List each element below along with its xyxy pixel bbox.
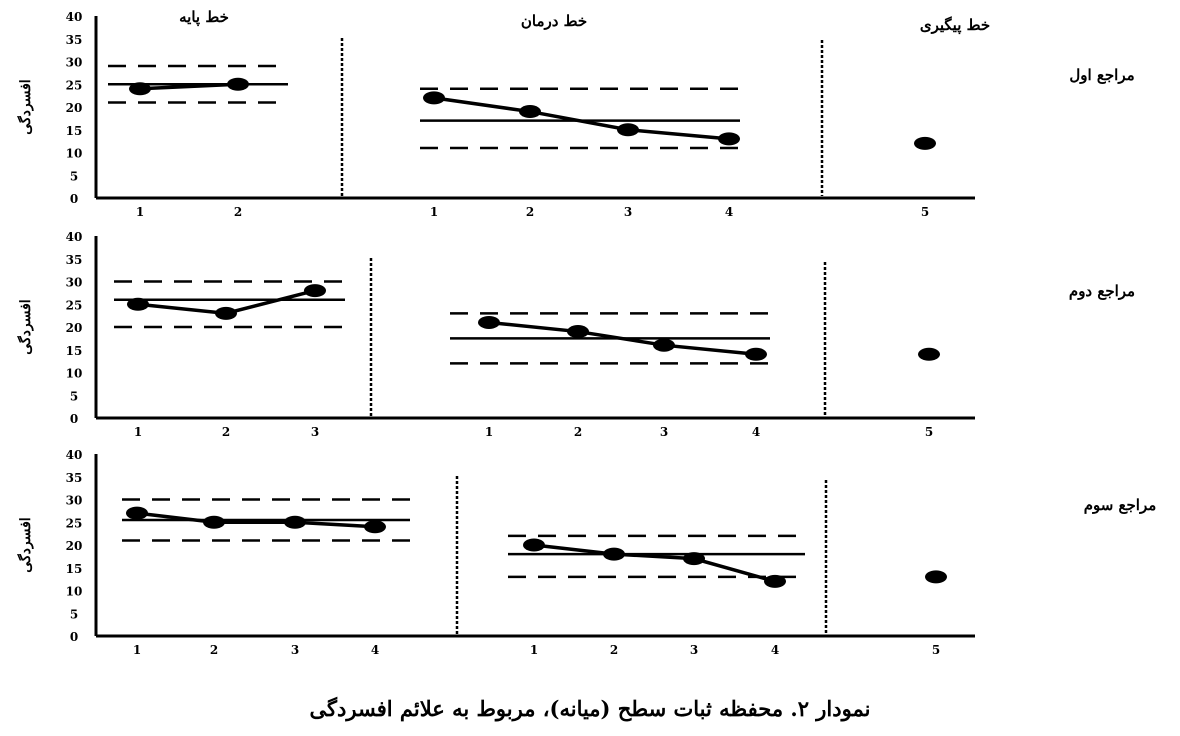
y-tick-label: 20	[66, 539, 83, 553]
y-tick-label: 0	[70, 192, 78, 206]
y-tick-label: 40	[66, 10, 83, 24]
x-tick-label: 4	[771, 643, 779, 657]
x-tick-label: 1	[134, 425, 142, 439]
series-line	[136, 511, 376, 529]
series-line	[433, 96, 730, 141]
y-tick-label: 5	[70, 389, 78, 403]
data-point	[653, 338, 675, 352]
data-point	[284, 515, 306, 529]
y-axis-label: افسردگی	[17, 517, 34, 572]
y-tick-label: 10	[66, 147, 83, 161]
y-tick-label: 25	[66, 298, 83, 312]
data-point	[603, 547, 625, 561]
figure-caption: نمودار ۲. محفظه ثبات سطح (میانه)، مربوط …	[309, 696, 871, 721]
y-tick-label: 5	[70, 607, 78, 621]
x-tick-label: 1	[133, 643, 141, 657]
y-tick-label: 10	[66, 585, 83, 599]
x-tick-label: 4	[371, 643, 379, 657]
y-tick-label: 35	[66, 253, 83, 267]
y-tick-label: 10	[66, 367, 83, 381]
y-tick-label: 0	[70, 412, 78, 426]
data-point	[764, 574, 786, 588]
data-point	[304, 284, 326, 298]
x-tick-label: 4	[725, 205, 733, 219]
client-label: مراجع دوم	[1069, 282, 1135, 300]
x-tick-label: 2	[222, 425, 230, 439]
data-point	[423, 91, 445, 105]
y-tick-label: 20	[66, 101, 83, 115]
x-tick-label: 2	[210, 643, 218, 657]
x-tick-label: 4	[752, 425, 760, 439]
data-point	[617, 123, 639, 137]
phase-label: خط پیگیری	[920, 16, 990, 35]
y-tick-label: 15	[66, 562, 83, 576]
y-tick-label: 25	[66, 516, 83, 530]
x-tick-label: 2	[526, 205, 534, 219]
series-line	[139, 82, 239, 91]
data-point	[914, 136, 936, 150]
x-tick-label: 5	[921, 205, 929, 219]
y-tick-label: 20	[66, 321, 83, 335]
data-point	[129, 82, 151, 96]
y-tick-label: 5	[70, 169, 78, 183]
data-point	[227, 77, 249, 91]
x-tick-label: 2	[574, 425, 582, 439]
data-point	[203, 515, 225, 529]
data-point	[918, 347, 940, 361]
x-tick-label: 3	[624, 205, 632, 219]
x-tick-label: 3	[690, 643, 698, 657]
x-tick-label: 2	[610, 643, 618, 657]
data-point	[567, 325, 589, 339]
data-point	[126, 506, 148, 520]
data-point	[745, 347, 767, 361]
y-axis-label: افسردگی	[17, 79, 34, 134]
data-point	[215, 306, 237, 320]
data-point	[683, 552, 705, 566]
y-tick-label: 30	[66, 494, 83, 508]
x-tick-label: 3	[311, 425, 319, 439]
data-point	[478, 315, 500, 329]
y-tick-label: 30	[66, 56, 83, 70]
client-label: مراجع سوم	[1084, 496, 1157, 514]
x-tick-label: 5	[925, 425, 933, 439]
data-point	[523, 538, 545, 552]
data-point	[364, 520, 386, 534]
x-tick-label: 1	[485, 425, 493, 439]
phase-label: خط درمان	[521, 12, 587, 30]
y-tick-label: 35	[66, 471, 83, 485]
data-point	[925, 570, 947, 584]
data-point	[718, 132, 740, 146]
x-tick-label: 1	[530, 643, 538, 657]
series-line	[488, 320, 757, 357]
y-tick-label: 40	[66, 448, 83, 462]
series-line	[533, 543, 776, 584]
client-label: مراجع اول	[1069, 66, 1134, 84]
y-tick-label: 0	[70, 630, 78, 644]
x-tick-label: 2	[234, 205, 242, 219]
x-tick-label: 1	[136, 205, 144, 219]
data-point	[127, 297, 149, 311]
y-tick-label: 30	[66, 276, 83, 290]
x-tick-label: 1	[430, 205, 438, 219]
data-point	[519, 105, 541, 119]
x-tick-label: 3	[291, 643, 299, 657]
y-axis-label: افسردگی	[17, 299, 34, 354]
y-tick-label: 40	[66, 230, 83, 244]
y-tick-label: 25	[66, 78, 83, 92]
phase-label: خط پایه	[179, 8, 229, 27]
y-tick-label: 15	[66, 124, 83, 138]
x-tick-label: 5	[932, 643, 940, 657]
y-tick-label: 15	[66, 344, 83, 358]
y-tick-label: 35	[66, 33, 83, 47]
x-tick-label: 3	[660, 425, 668, 439]
